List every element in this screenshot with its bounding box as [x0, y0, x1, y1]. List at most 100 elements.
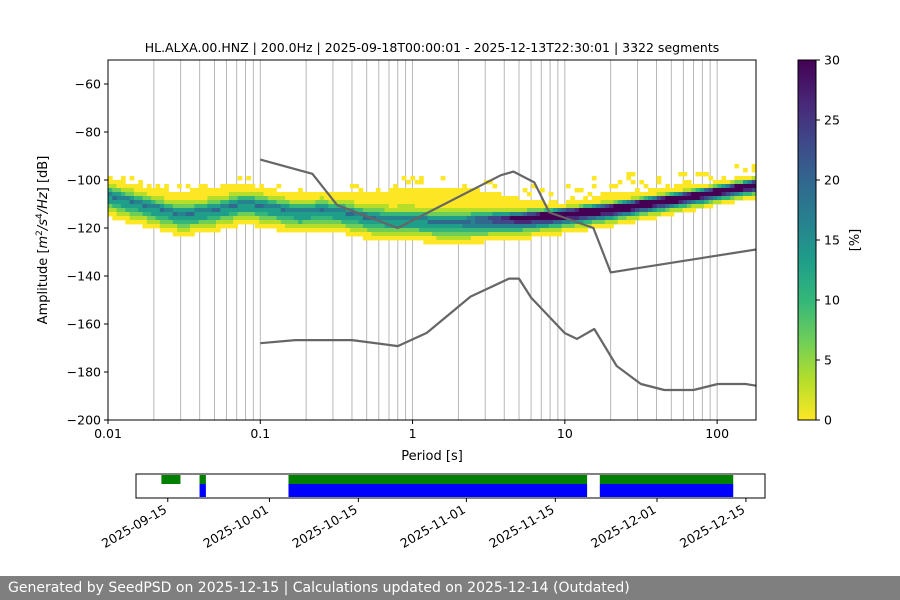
- density-cell: [686, 184, 692, 189]
- density-cell: [311, 200, 316, 205]
- density-cell: [535, 232, 541, 237]
- density-cell: [177, 208, 182, 213]
- density-cell: [565, 204, 571, 209]
- density-cell: [138, 204, 143, 209]
- density-cell: [120, 208, 126, 213]
- density-cell: [354, 200, 359, 205]
- density-cell: [427, 196, 433, 201]
- density-cell: [259, 208, 264, 213]
- density-cell: [228, 224, 234, 229]
- density-cell: [280, 204, 286, 209]
- density-cell: [362, 204, 368, 209]
- density-cell: [151, 216, 156, 221]
- density-cell: [410, 224, 416, 229]
- density-cell: [328, 200, 334, 205]
- density-cell: [561, 212, 567, 217]
- density-cell: [440, 204, 446, 209]
- density-cell: [531, 216, 537, 221]
- density-cell: [570, 220, 575, 225]
- density-cell: [224, 200, 230, 205]
- density-cell: [259, 192, 264, 197]
- density-cell: [185, 204, 191, 209]
- density-cell: [371, 228, 377, 233]
- density-cell: [695, 196, 701, 201]
- density-cell: [345, 216, 351, 221]
- density-cell: [216, 200, 221, 205]
- density-cell: [419, 232, 424, 237]
- density-cell: [427, 216, 433, 221]
- density-cell: [285, 212, 290, 217]
- density-cell: [527, 208, 532, 213]
- density-cell: [393, 204, 398, 209]
- density-cell: [155, 184, 161, 189]
- density-cell: [164, 184, 169, 189]
- density-cell: [293, 200, 299, 205]
- density-cell: [259, 224, 264, 229]
- density-cell: [414, 204, 420, 209]
- density-cell: [319, 216, 325, 221]
- density-cell: [721, 184, 727, 189]
- density-cell: [656, 176, 662, 181]
- density-cell: [367, 204, 372, 209]
- density-cell: [358, 224, 364, 229]
- density-cell: [738, 192, 744, 197]
- density-cell: [505, 228, 511, 233]
- density-cell: [531, 228, 537, 233]
- density-cell: [570, 208, 575, 213]
- density-cell: [574, 228, 580, 233]
- density-cell: [401, 192, 407, 197]
- density-cell: [341, 200, 346, 205]
- density-cell: [293, 224, 299, 229]
- density-cell: [743, 192, 748, 197]
- density-cell: [648, 208, 653, 213]
- density-cell: [164, 224, 169, 229]
- density-cell: [354, 184, 359, 189]
- density-cell: [203, 204, 208, 209]
- density-cell: [228, 200, 234, 205]
- density-cell: [578, 188, 584, 193]
- density-cell: [345, 232, 351, 237]
- density-cell: [725, 196, 731, 201]
- density-cell: [743, 196, 748, 201]
- density-cell: [324, 208, 329, 213]
- density-cell: [371, 212, 377, 217]
- density-cell: [293, 216, 299, 221]
- density-cell: [194, 208, 200, 213]
- y-tick-label: −80: [75, 125, 101, 140]
- density-cell: [302, 192, 308, 197]
- density-cell: [298, 224, 303, 229]
- density-cell: [531, 212, 537, 217]
- density-cell: [596, 200, 601, 205]
- density-cell: [267, 220, 273, 225]
- density-cell: [444, 204, 450, 209]
- density-cell: [686, 204, 692, 209]
- density-cell: [246, 208, 251, 213]
- density-cell: [440, 232, 446, 237]
- density-cell: [211, 220, 217, 225]
- density-cell: [116, 196, 122, 201]
- density-cell: [444, 224, 450, 229]
- x-tick-label: 0.1: [250, 426, 270, 441]
- density-cell: [751, 176, 756, 181]
- density-cell: [168, 200, 174, 205]
- density-cell: [686, 188, 692, 193]
- density-cell: [479, 224, 485, 229]
- density-cell: [419, 220, 424, 225]
- density-cell: [527, 236, 532, 241]
- density-cell: [302, 196, 308, 201]
- density-cell: [159, 212, 165, 217]
- density-cell: [475, 224, 480, 229]
- density-cell: [207, 192, 213, 197]
- density-cell: [682, 180, 688, 185]
- density-cell: [423, 196, 429, 201]
- density-cell: [682, 184, 688, 189]
- density-cell: [298, 196, 303, 201]
- density-cell: [565, 212, 571, 217]
- density-cell: [142, 204, 148, 209]
- density-cell: [185, 184, 191, 189]
- density-cell: [406, 224, 411, 229]
- density-cell: [311, 196, 316, 201]
- density-cell: [444, 216, 450, 221]
- density-cell: [725, 180, 731, 185]
- density-cell: [280, 208, 286, 213]
